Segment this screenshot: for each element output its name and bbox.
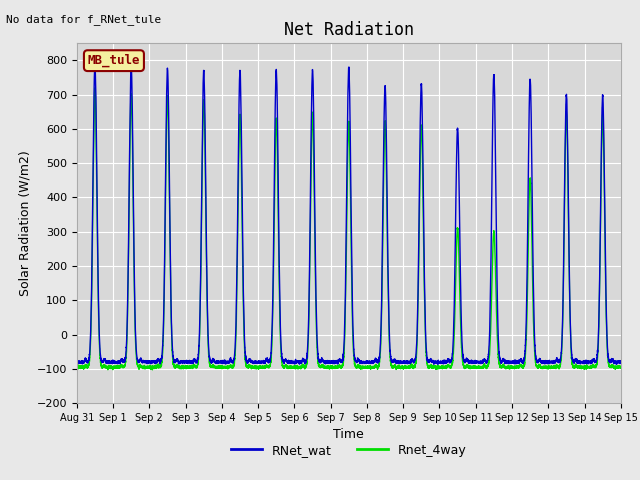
Rnet_4way: [91, 85, 99, 91]
Rnet_4way: [73, 364, 81, 370]
RNet_wat: [258, 360, 266, 365]
Text: MB_tule: MB_tule: [88, 54, 140, 67]
Line: RNet_wat: RNet_wat: [77, 63, 621, 364]
Rnet_4way: [588, 363, 595, 369]
Rnet_4way: [594, 347, 602, 353]
Y-axis label: Solar Radiation (W/m2): Solar Radiation (W/m2): [18, 150, 31, 296]
Rnet_4way: [331, 365, 339, 371]
RNet_wat: [617, 360, 625, 366]
Text: No data for f_RNet_tule: No data for f_RNet_tule: [6, 14, 162, 25]
Rnet_4way: [486, 346, 493, 351]
RNet_wat: [594, 343, 602, 349]
RNet_wat: [91, 60, 99, 66]
Legend: RNet_wat, Rnet_4way: RNet_wat, Rnet_4way: [226, 439, 472, 462]
Rnet_4way: [617, 364, 625, 370]
RNet_wat: [330, 360, 338, 365]
Line: Rnet_4way: Rnet_4way: [77, 88, 621, 370]
Rnet_4way: [471, 364, 479, 370]
RNet_wat: [486, 321, 493, 327]
Rnet_4way: [148, 367, 156, 372]
RNet_wat: [73, 359, 81, 365]
RNet_wat: [470, 359, 478, 365]
Rnet_4way: [258, 364, 266, 370]
RNet_wat: [612, 361, 620, 367]
Title: Net Radiation: Net Radiation: [284, 21, 414, 39]
X-axis label: Time: Time: [333, 429, 364, 442]
RNet_wat: [588, 360, 595, 365]
